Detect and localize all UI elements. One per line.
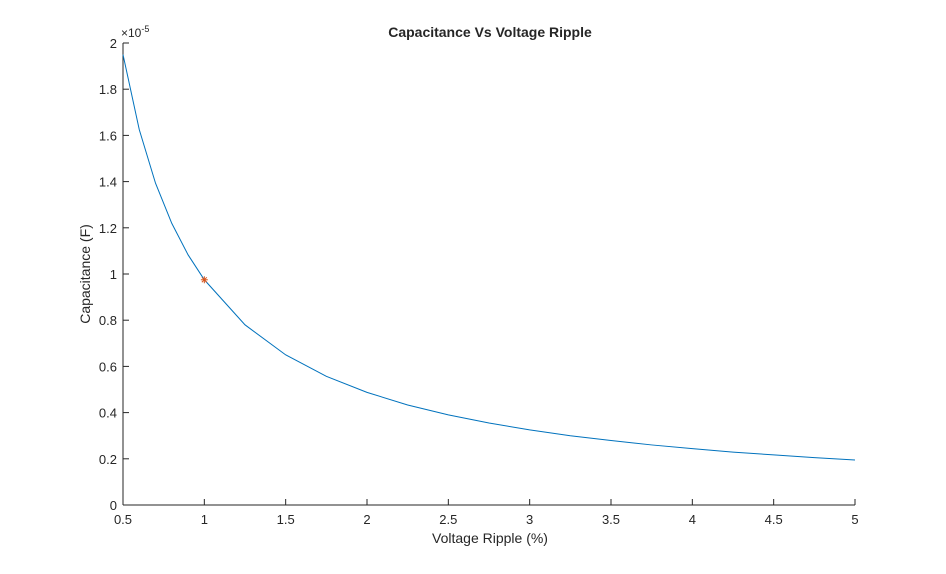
chart-title: Capacitance Vs Voltage Ripple — [388, 24, 592, 40]
x-axis-label: Voltage Ripple (%) — [432, 530, 548, 546]
marker-point — [200, 276, 208, 284]
y-tick-label: 1.6 — [99, 128, 117, 143]
x-tick-label: 4 — [689, 512, 696, 527]
axes — [122, 43, 855, 506]
x-tick-label: 3 — [526, 512, 533, 527]
y-tick-label: 0.8 — [99, 313, 117, 328]
y-tick-label: 1 — [110, 267, 117, 282]
x-tick-label: 5 — [851, 512, 858, 527]
x-tick-label: 3.5 — [602, 512, 620, 527]
y-exponent-power: -5 — [141, 24, 149, 34]
y-tick-label: 1.8 — [99, 82, 117, 97]
y-tick-label: 0.4 — [99, 406, 117, 421]
y-axis-label: Capacitance (F) — [77, 224, 93, 324]
y-tick-label: 0 — [110, 498, 117, 513]
y-tick-label: 1.4 — [99, 175, 117, 190]
x-tick-label: 1 — [201, 512, 208, 527]
x-tick-label: 0.5 — [114, 512, 132, 527]
x-tick-label: 2.5 — [439, 512, 457, 527]
x-tick-label: 1.5 — [277, 512, 295, 527]
y-tick-label: 2 — [110, 36, 117, 51]
y-tick-label: 0.6 — [99, 359, 117, 374]
y-exponent-base: ×10 — [121, 26, 142, 40]
x-tick-label: 2 — [363, 512, 370, 527]
y-tick-label: 1.2 — [99, 221, 117, 236]
series-line — [122, 54, 856, 461]
series-group — [122, 54, 856, 461]
marker-group — [200, 276, 208, 284]
x-tick-label: 4.5 — [765, 512, 783, 527]
y-tick-label: 0.2 — [99, 452, 117, 467]
marker-stroke — [201, 276, 208, 283]
ticks: 0.5 1 1.5 2 2.5 3 3.5 4 4.5 5 0 0.2 0.4 0.6 0.8 1 1.2 1.4… — [99, 36, 859, 527]
y-exponent-label: ×10-5 — [121, 24, 149, 40]
